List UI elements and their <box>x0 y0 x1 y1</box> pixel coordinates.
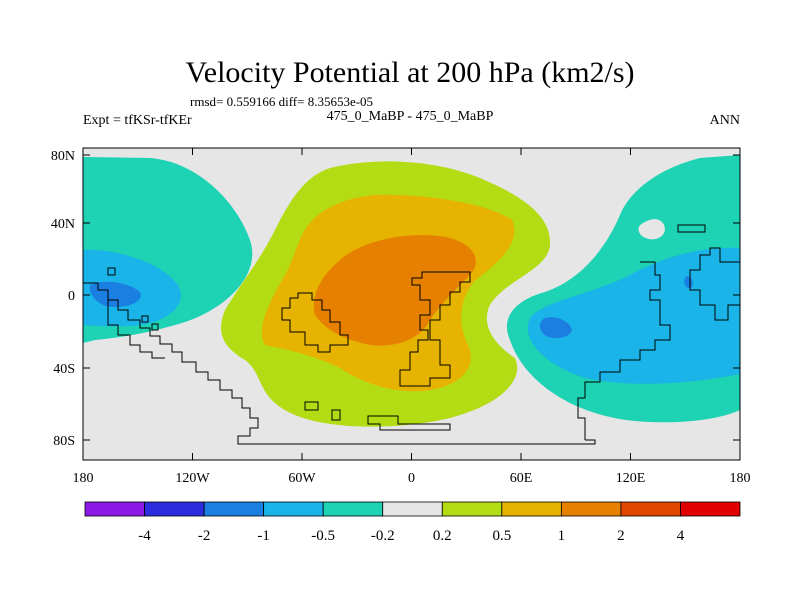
y-tick-label: 40N <box>51 217 75 232</box>
colorbar-label: -1 <box>257 528 270 544</box>
coastline-east-island <box>677 224 706 233</box>
contour-west-neg-1 <box>89 281 141 308</box>
coastline-antarctic-piece-1 <box>304 401 319 411</box>
coastline-west-coast <box>107 300 165 359</box>
coastline-small-island-2 <box>141 315 149 323</box>
chart-subtitle: rmsd= 0.559166 diff= 8.35653e-05 <box>190 94 373 109</box>
contour-east-neg-1 <box>539 317 572 338</box>
colorbar-label: 2 <box>617 528 625 544</box>
experiment-label: Expt = tfKSr-tfKEr <box>83 113 192 128</box>
colorbar-swatch <box>680 501 741 517</box>
colorbar-label: -0.2 <box>371 528 395 544</box>
x-tick-label: 180 <box>73 471 94 486</box>
colorbar-swatch <box>501 501 562 517</box>
colorbar-swatch <box>441 501 503 517</box>
coastline-south-america <box>83 282 596 445</box>
chart-title: Velocity Potential at 200 hPa (km2/s) <box>185 56 634 89</box>
colorbar-label: 0.5 <box>492 528 511 544</box>
colorbar-label: -4 <box>138 528 151 544</box>
coastline-antarctic-piece-2 <box>331 409 341 421</box>
axes: 180 120W 60W 0 60E 120E 180 80N 40N 0 40S 80S <box>51 148 751 486</box>
x-tick-label: 120W <box>175 471 210 486</box>
coastline-north-africa <box>281 292 349 353</box>
colorbar-swatch <box>560 501 622 517</box>
x-tick-label: 60W <box>288 471 316 486</box>
colorbar-swatch <box>382 501 443 517</box>
y-tick-label: 40S <box>53 362 75 377</box>
colorbar-label: -0.5 <box>311 528 335 544</box>
coastline-africa <box>399 271 471 387</box>
colorbar-label: -2 <box>198 528 211 544</box>
y-tick-label: 80S <box>53 434 75 449</box>
colorbar-swatch <box>322 501 384 517</box>
colorbar-swatch <box>144 501 205 517</box>
contour-map <box>83 148 740 460</box>
y-tick-label: 80N <box>51 149 75 164</box>
season-label: ANN <box>710 113 740 128</box>
coastline-australia <box>689 247 741 321</box>
colorbar-label: 1 <box>558 528 566 544</box>
colorbar-swatch <box>84 501 145 517</box>
colorbar-label: 4 <box>677 528 685 544</box>
colorbar-label: 0.2 <box>433 528 452 544</box>
contour-east-neg-1b <box>684 276 693 289</box>
coastline-asia <box>577 261 671 440</box>
y-tick-label: 0 <box>68 289 75 304</box>
colorbar: -4 -2 -1 -0.5 -0.2 0.2 0.5 1 2 4 <box>84 501 741 544</box>
colorbar-swatch <box>203 501 265 517</box>
contour-east-hole <box>638 219 665 240</box>
x-tick-label: 120E <box>616 471 646 486</box>
contour-pos-1 <box>313 235 476 346</box>
colorbar-swatch <box>263 501 324 517</box>
x-tick-label: 0 <box>408 471 415 486</box>
x-tick-label: 60E <box>510 471 533 486</box>
colorbar-swatch <box>620 501 681 517</box>
x-tick-label: 180 <box>730 471 751 486</box>
coastline-outlines <box>83 224 741 445</box>
coastline-small-island-1 <box>107 267 116 276</box>
coastline-antarctic-piece-3 <box>367 415 451 431</box>
coastline-small-island-3 <box>151 323 159 331</box>
case-label: 475_0_MaBP - 475_0_MaBP <box>327 109 494 124</box>
